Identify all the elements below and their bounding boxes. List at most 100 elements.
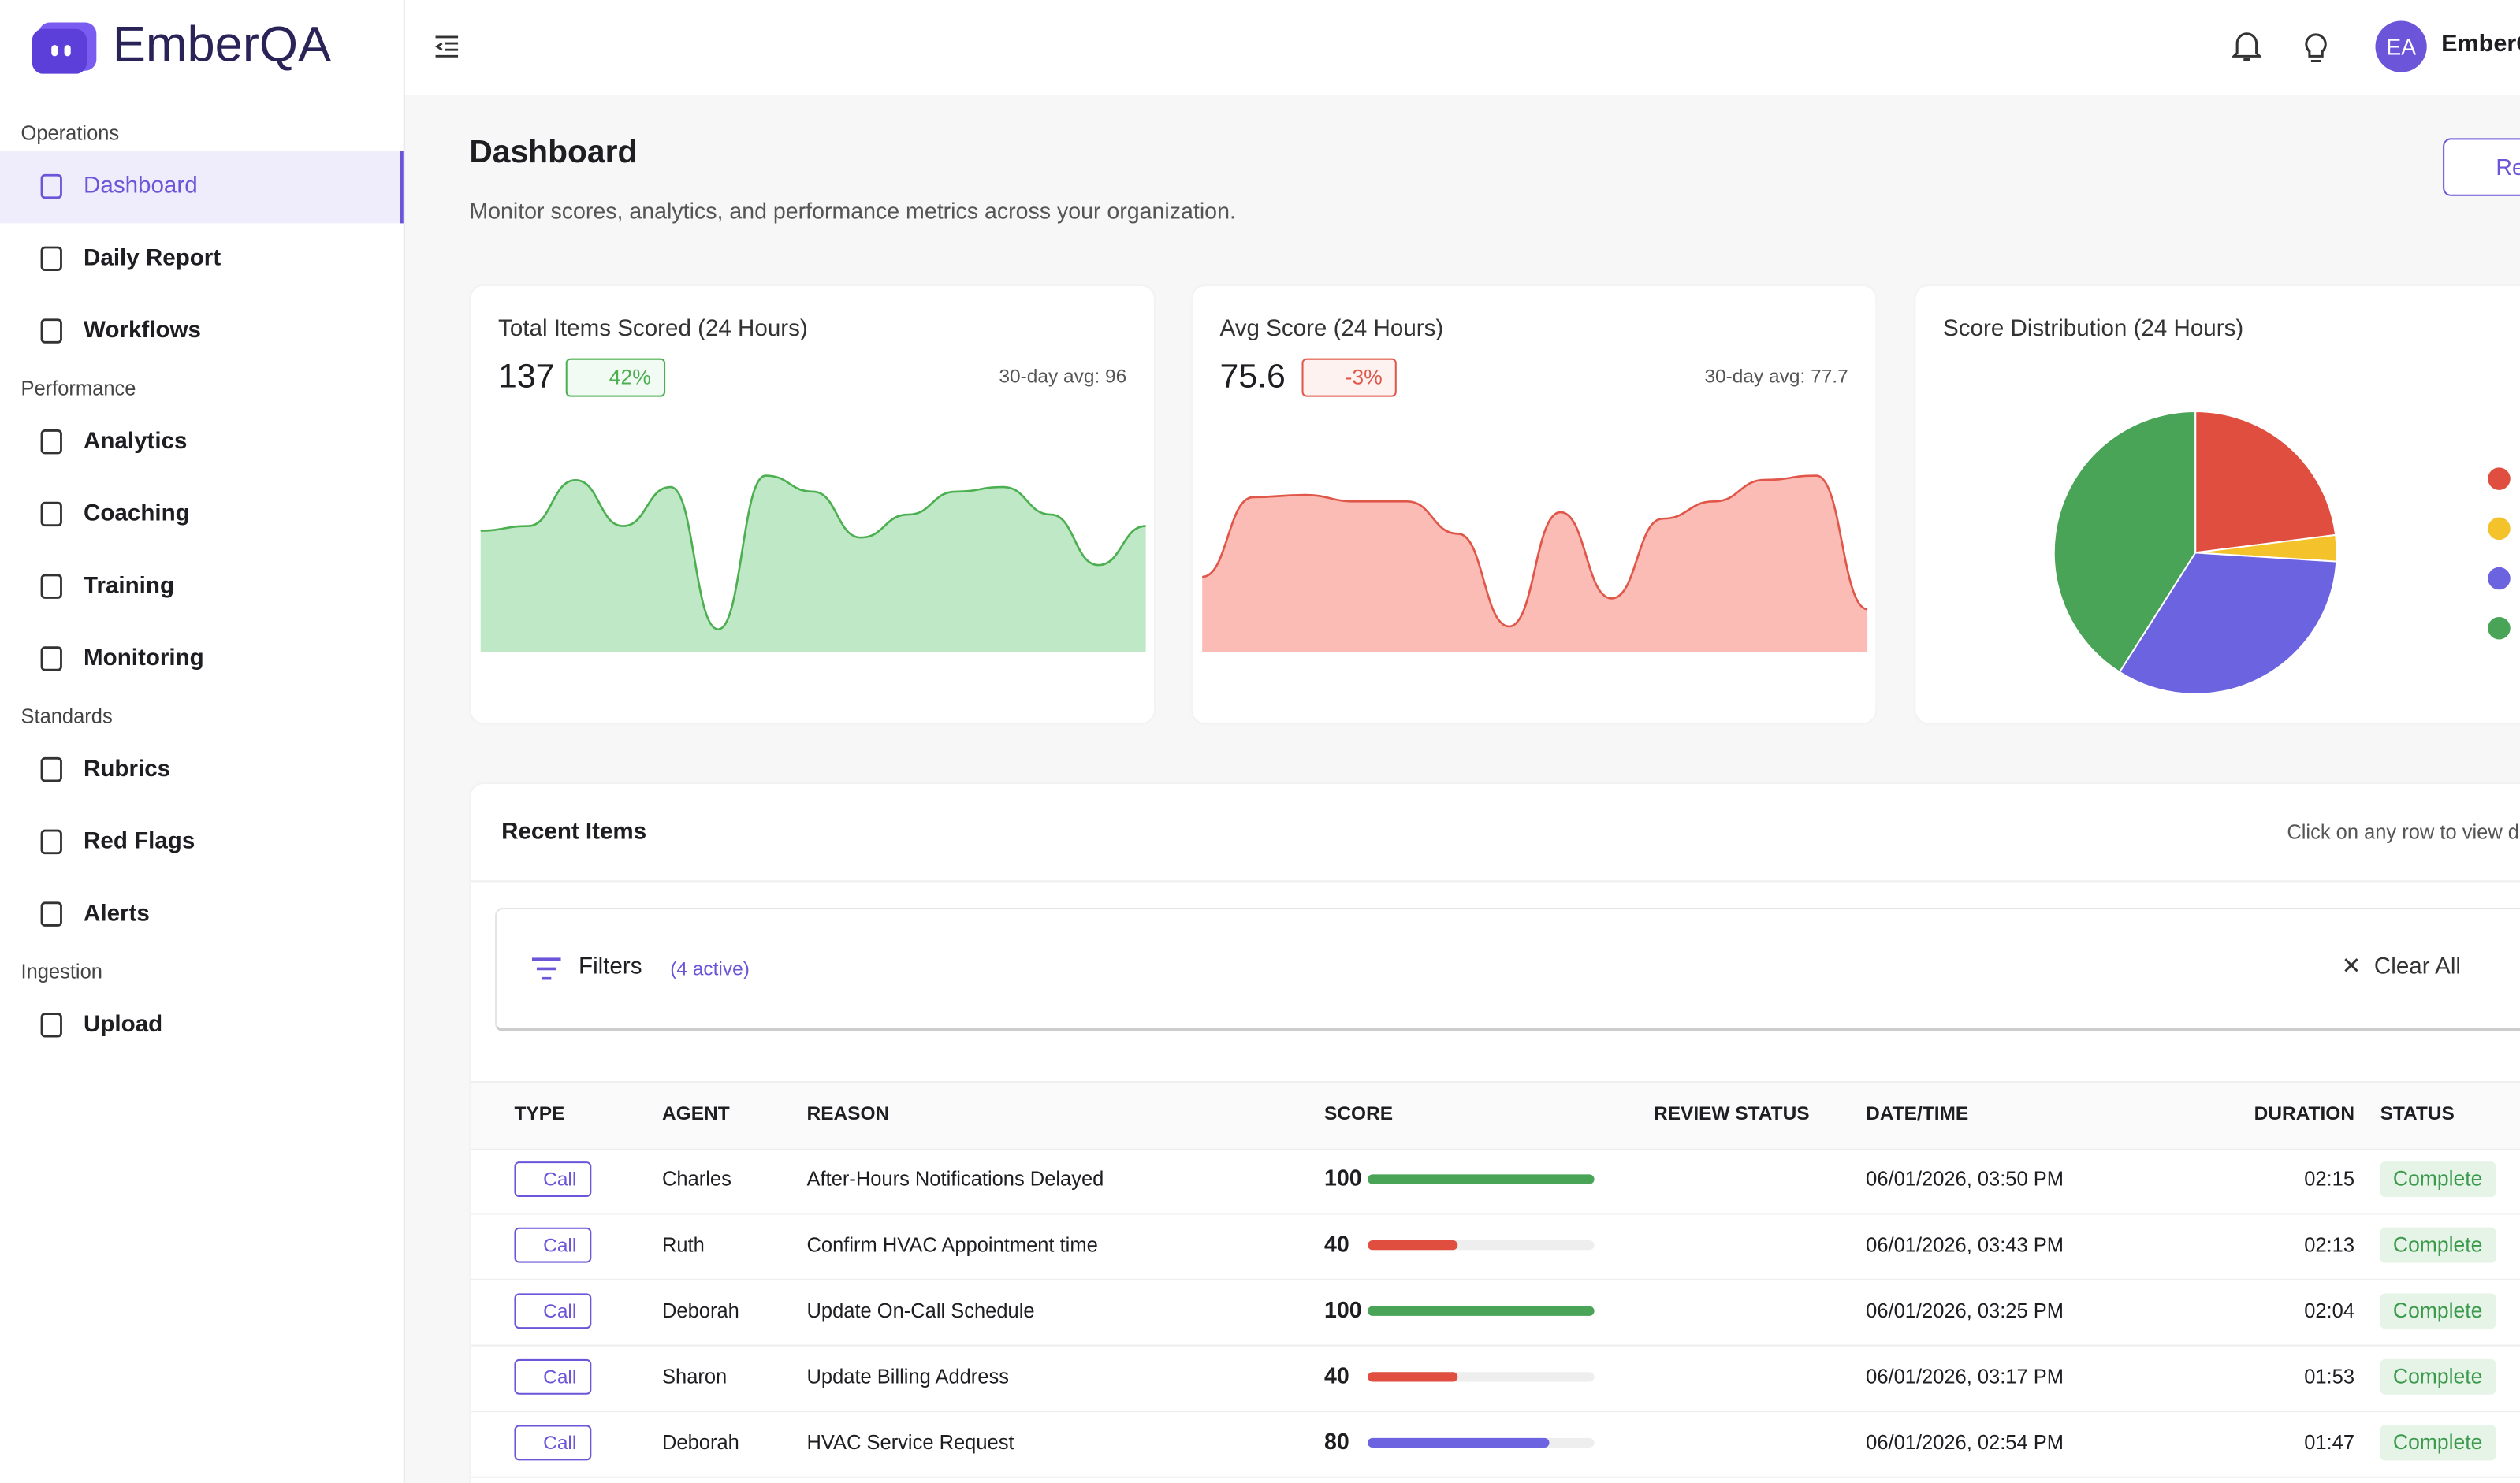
nav-item[interactable]: Analytics [0, 407, 404, 479]
icon-shape [40, 318, 62, 344]
metric-card: Total Items Scored (24 Hours) 137 42% 30-da… [471, 285, 1154, 723]
type-badge: Call [514, 1358, 591, 1395]
nav-icon [40, 501, 62, 527]
divider [471, 880, 2520, 883]
table-row[interactable]: Call Ruth Confirm HVAC Appointment time 40 0… [471, 1213, 2520, 1281]
duration: 02:15 [2304, 1168, 2354, 1191]
nav-section: Performance [20, 377, 136, 400]
refresh-button[interactable]: Refresh [2443, 138, 2520, 196]
reason: After-Hours Notifications Delayed [806, 1168, 1104, 1191]
filter-bar[interactable]: Filters (4 active) ✕ Clear All [494, 907, 2520, 1031]
filters-active: (4 active) [670, 957, 750, 980]
score: 40 [1324, 1362, 1349, 1388]
column-header[interactable]: TYPE [514, 1102, 565, 1125]
sidebar: EmberQA Operations Dashboard Daily Report W… [0, 0, 405, 1483]
nav-item[interactable]: Workflows [0, 295, 404, 368]
date: 06/01/2026, 03:50 PM [1866, 1168, 2064, 1191]
icon-shape [40, 829, 62, 855]
type-badge: Call [514, 1425, 591, 1461]
nav-label: Workflows [84, 318, 201, 344]
date: 06/01/2026, 03:25 PM [1866, 1299, 2064, 1323]
duration: 02:13 [2304, 1233, 2354, 1257]
nav-item[interactable]: Training [0, 551, 404, 623]
recent-title: Recent Items [501, 819, 647, 846]
nav-icon [40, 1013, 62, 1038]
metric-change: 42% [565, 358, 666, 397]
nav-label: Analytics [84, 429, 188, 455]
icon-shape [40, 646, 62, 671]
table-row[interactable]: Call Charles After-Hours Notifications Del… [471, 1147, 2520, 1215]
date: 06/01/2026, 03:17 PM [1866, 1366, 2064, 1388]
agent: Charles [662, 1168, 731, 1191]
brand: EmberQA [112, 16, 332, 72]
table-row[interactable]: Call Deborah Update On-Call Schedule 100 06/… [471, 1279, 2520, 1347]
score-bar [1368, 1174, 1595, 1184]
reason: Confirm HVAC Appointment time [806, 1233, 1098, 1257]
legend-dot [2488, 517, 2511, 541]
duration: 01:53 [2304, 1366, 2354, 1388]
score: 100 [1324, 1165, 1362, 1191]
nav-label: Red Flags [84, 829, 195, 855]
nav-label: Training [84, 573, 175, 600]
score: 40 [1324, 1230, 1349, 1257]
agent: Sharon [662, 1366, 728, 1388]
avatar[interactable]: EA [2375, 20, 2427, 72]
type-badge: Call [514, 1161, 591, 1197]
clear-x: ✕ [2341, 954, 2374, 980]
filter-icon [531, 957, 561, 980]
score-bar [1368, 1306, 1595, 1316]
area [480, 475, 1146, 652]
icon-shape [40, 173, 62, 199]
nav-item[interactable]: Alerts [0, 879, 404, 951]
nav-item[interactable]: Upload [0, 990, 404, 1062]
menu-toggle[interactable] [434, 34, 460, 60]
agent: Deborah [662, 1299, 739, 1323]
metric-value: 75.6 [1219, 358, 1286, 396]
type-badge: Call [514, 1227, 591, 1263]
metric-change-value: -3% [1345, 364, 1383, 389]
column-header[interactable]: STATUS [2380, 1102, 2455, 1125]
nav-item[interactable]: Red Flags [0, 807, 404, 879]
page-subtitle: Monitor scores, analytics, and performan… [469, 197, 1236, 224]
nav-item[interactable]: Daily Report [0, 223, 404, 295]
score-bar [1368, 1372, 1459, 1382]
column-header[interactable]: SCORE [1324, 1102, 1394, 1125]
column-header[interactable]: DURATION [2254, 1102, 2354, 1125]
header: EA EmberQA [404, 0, 2520, 95]
column-header[interactable]: REVIEW STATUS [1654, 1102, 1810, 1125]
date: 06/01/2026, 03:43 PM [1866, 1233, 2064, 1257]
duration: 02:04 [2304, 1299, 2354, 1323]
table-row[interactable]: Call Deborah HVAC Service Request 80 06/01/2… [471, 1411, 2520, 1478]
user-name[interactable]: EmberQA [2441, 30, 2520, 58]
filters-label: Filters [579, 954, 642, 980]
icon-shape [40, 756, 62, 782]
bulb-icon[interactable] [2302, 29, 2331, 65]
date: 06/01/2026, 02:54 PM [1866, 1431, 2064, 1455]
area [1202, 475, 1868, 652]
duration: 01:47 [2304, 1431, 2354, 1455]
status: Complete [2380, 1227, 2496, 1263]
nav-item[interactable]: Rubrics [0, 734, 404, 807]
area-chart [1202, 474, 1868, 652]
icon-shape [40, 429, 62, 455]
column-header[interactable]: AGENT [662, 1102, 730, 1125]
metric-change-value: 42% [609, 364, 651, 389]
nav-item[interactable]: Monitoring [0, 623, 404, 696]
clear-all[interactable]: ✕ Clear All [2342, 954, 2461, 980]
table-row[interactable]: Call Sharon Update Billing Address 40 06/01/… [471, 1345, 2520, 1413]
nav-label: Daily Report [84, 245, 221, 272]
status: Complete [2380, 1425, 2496, 1461]
recent-hint: Click on any row to view details [2287, 820, 2520, 844]
nav-item[interactable]: Coaching [0, 479, 404, 552]
metric-avg: 30-day avg: 77.7 [1704, 364, 1848, 388]
pie-slice [2053, 410, 2197, 674]
column-header[interactable]: DATE/TIME [1866, 1102, 1969, 1125]
legend-dot [2488, 616, 2511, 640]
nav-icon [40, 318, 62, 344]
nav-item[interactable]: Dashboard [0, 151, 404, 224]
bell-icon[interactable] [2232, 31, 2261, 63]
pie-slice [2194, 410, 2337, 554]
nav-label: Alerts [84, 901, 150, 927]
column-header[interactable]: REASON [806, 1102, 890, 1125]
